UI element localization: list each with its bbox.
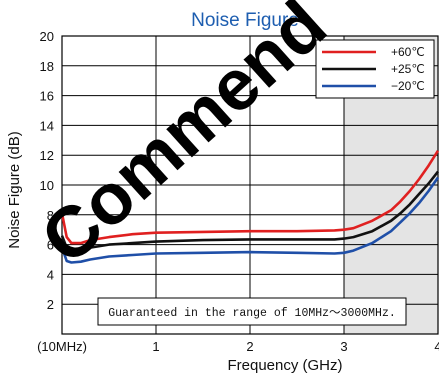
y-tick-label: 20 [40, 29, 54, 44]
y-tick-label: 2 [47, 297, 54, 312]
x-tick-label: 4 [434, 339, 439, 354]
guarantee-note-box [97, 297, 407, 326]
y-tick-label: 10 [40, 178, 54, 193]
y-tick-label: 6 [47, 238, 54, 253]
x-axis-title: Frequency (GHz) [227, 357, 342, 374]
plot-border [61, 35, 439, 335]
y-axis-title: Noise Figure (dB) [6, 131, 23, 249]
legend: +60℃ +25℃ −20℃ [315, 39, 435, 99]
legend-label: +25℃ [391, 62, 425, 76]
y-tick-label: 16 [40, 89, 54, 104]
y-tick-label: 4 [47, 267, 54, 282]
legend-label: −20℃ [391, 79, 425, 93]
y-tick-label: 14 [40, 118, 54, 133]
x-tick-label: 3 [340, 339, 347, 354]
x-tick-label: 2 [246, 339, 253, 354]
guarantee-note-text: Guaranteed in the range of 10MHz～3000MHz… [108, 307, 396, 320]
x-tick-label: 1 [152, 339, 159, 354]
x-tick-label: (10MHz) [37, 339, 87, 354]
series-line-2 [60, 176, 439, 264]
chart-title: Noise Figure [191, 10, 299, 31]
legend-label: +60℃ [391, 45, 425, 59]
guarantee-note: Guaranteed in the range of 10MHz～3000MHz… [97, 297, 407, 326]
y-tick-label: 18 [40, 59, 54, 74]
series-line-1 [60, 170, 439, 252]
y-tick-label: 12 [40, 148, 54, 163]
y-tick-label: 8 [47, 208, 54, 223]
series-line-0 [60, 150, 439, 245]
